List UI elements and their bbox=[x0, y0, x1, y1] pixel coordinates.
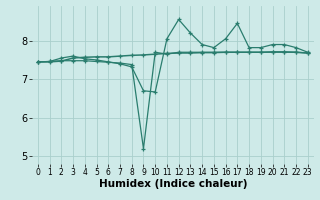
X-axis label: Humidex (Indice chaleur): Humidex (Indice chaleur) bbox=[99, 179, 247, 189]
